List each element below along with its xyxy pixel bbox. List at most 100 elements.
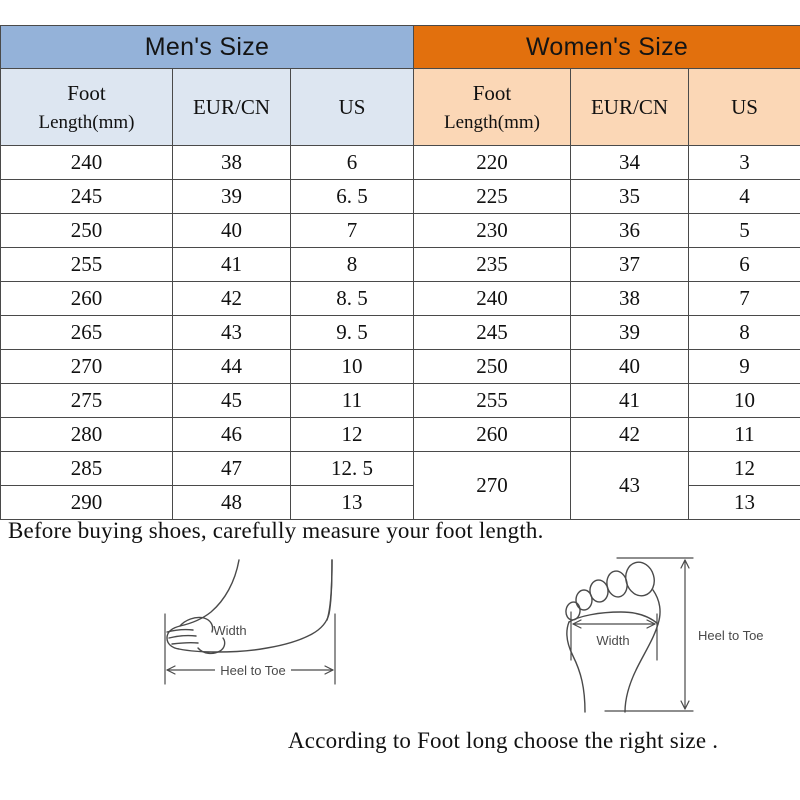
cell-men-eur: 43 xyxy=(172,315,291,350)
col-header-women-foot-length-line2: Length(mm) xyxy=(443,111,541,133)
footprint-outline xyxy=(565,561,661,713)
cell-men-us: 6 xyxy=(290,145,414,180)
cell-men-eur: 48 xyxy=(172,485,291,520)
table-row: 290 48 13 13 xyxy=(0,485,800,520)
shoe-size-table: Men's Size Women's Size Foot Length(mm) … xyxy=(0,25,800,520)
cell-men-us: 8 xyxy=(290,247,414,282)
cell-men-eur: 40 xyxy=(172,213,291,248)
table-row: 250 40 7 230 36 5 xyxy=(0,213,800,248)
table-row: 245 39 6. 5 225 35 4 xyxy=(0,179,800,214)
cell-women-mm-merged: 270 xyxy=(413,451,571,520)
col-header-women-eur-cn: EUR/CN xyxy=(570,68,689,146)
womens-size-group-header: Women's Size xyxy=(412,25,800,69)
cell-women-us: 10 xyxy=(687,383,800,418)
cell-men-us: 7 xyxy=(290,213,414,248)
cell-women-mm: 245 xyxy=(413,315,571,350)
col-header-men-foot-length-line1: Foot xyxy=(67,80,106,105)
table-row: 275 45 11 255 41 10 xyxy=(0,383,800,418)
table-row: 285 47 12. 5 270 43 12 xyxy=(0,451,800,520)
cell-women-eur: 34 xyxy=(570,145,689,180)
col-header-women-us: US xyxy=(687,68,800,146)
cell-women-mm: 260 xyxy=(413,417,571,452)
cell-women-eur-merged: 43 xyxy=(570,451,689,520)
cell-women-mm: 225 xyxy=(413,179,571,214)
cell-men-mm: 245 xyxy=(0,179,173,214)
cell-women-us: 5 xyxy=(687,213,800,248)
col-header-men-foot-length: Foot Length(mm) xyxy=(0,68,173,146)
heel-to-toe-label-side: Heel to Toe xyxy=(220,663,286,678)
cell-women-eur: 42 xyxy=(570,417,689,452)
cell-men-eur: 46 xyxy=(172,417,291,452)
cell-men-us: 8. 5 xyxy=(290,281,414,316)
foot-side-outline xyxy=(166,559,333,655)
cell-women-eur: 41 xyxy=(570,383,689,418)
table-row: 270 44 10 250 40 9 xyxy=(0,349,800,384)
col-header-women-foot-length-line1: Foot xyxy=(472,80,512,105)
cell-men-us: 12. 5 xyxy=(290,451,414,486)
cell-women-eur: 35 xyxy=(570,179,689,214)
foot-sole-view-diagram: Width Heel to Toe xyxy=(565,548,795,713)
cell-men-us: 10 xyxy=(290,349,414,384)
width-dimension-sole xyxy=(570,611,658,661)
cell-men-us: 13 xyxy=(290,485,414,520)
size-table-body: 240 38 6 220 34 3 245 39 6. 5 225 35 4 2… xyxy=(0,145,800,520)
cell-men-mm: 270 xyxy=(0,349,173,384)
table-row: 265 43 9. 5 245 39 8 xyxy=(0,315,800,350)
cell-women-us: 3 xyxy=(687,145,800,180)
cell-men-us: 6. 5 xyxy=(290,179,414,214)
cell-women-mm: 230 xyxy=(413,213,571,248)
measure-instruction-text: Before buying shoes, carefully measure y… xyxy=(8,518,544,543)
cell-men-mm: 290 xyxy=(0,485,173,520)
table-row: 255 41 8 235 37 6 xyxy=(0,247,800,282)
cell-women-mm: 240 xyxy=(413,281,571,316)
table-row: 240 38 6 220 34 3 xyxy=(0,145,800,180)
cell-women-us: 8 xyxy=(687,315,800,350)
heel-to-toe-dimension-sole xyxy=(604,557,694,712)
cell-men-mm: 265 xyxy=(0,315,173,350)
width-label-side: Width xyxy=(213,623,246,638)
cell-men-mm: 285 xyxy=(0,451,173,486)
cell-men-mm: 250 xyxy=(0,213,173,248)
cell-women-eur: 38 xyxy=(570,281,689,316)
col-header-men-foot-length-line2: Length(mm) xyxy=(38,111,135,133)
cell-women-mm: 235 xyxy=(413,247,571,282)
cell-men-us: 11 xyxy=(290,383,414,418)
cell-men-eur: 45 xyxy=(172,383,291,418)
cell-women-us: 12 xyxy=(687,451,800,486)
cell-women-us: 4 xyxy=(687,179,800,214)
cell-men-mm: 240 xyxy=(0,145,173,180)
cell-men-mm: 275 xyxy=(0,383,173,418)
cell-women-us: 6 xyxy=(687,247,800,282)
cell-women-us: 7 xyxy=(687,281,800,316)
cell-men-eur: 44 xyxy=(172,349,291,384)
mens-size-group-header: Men's Size xyxy=(0,25,414,69)
cell-women-mm: 255 xyxy=(413,383,571,418)
col-header-men-us: US xyxy=(290,68,414,146)
cell-men-us: 9. 5 xyxy=(290,315,414,350)
cell-women-eur: 37 xyxy=(570,247,689,282)
cell-men-eur: 39 xyxy=(172,179,291,214)
cell-women-mm: 220 xyxy=(413,145,571,180)
group-header-row: Men's Size Women's Size xyxy=(0,25,800,69)
cell-women-us: 11 xyxy=(687,417,800,452)
cell-men-eur: 42 xyxy=(172,281,291,316)
heel-to-toe-label-sole: Heel to Toe xyxy=(698,628,764,643)
col-header-men-eur-cn: EUR/CN xyxy=(172,68,291,146)
cell-men-mm: 280 xyxy=(0,417,173,452)
column-header-row: Foot Length(mm) EUR/CN US Foot Length(mm… xyxy=(0,68,800,146)
table-row: 260 42 8. 5 240 38 7 xyxy=(0,281,800,316)
cell-men-mm: 260 xyxy=(0,281,173,316)
width-label-sole: Width xyxy=(596,633,629,648)
cell-women-eur: 39 xyxy=(570,315,689,350)
cell-women-mm: 250 xyxy=(413,349,571,384)
choose-size-instruction-text: According to Foot long choose the right … xyxy=(288,728,719,753)
cell-men-mm: 255 xyxy=(0,247,173,282)
table-row: 280 46 12 260 42 11 xyxy=(0,417,800,452)
cell-men-eur: 38 xyxy=(172,145,291,180)
col-header-women-foot-length: Foot Length(mm) xyxy=(413,68,571,146)
cell-women-eur: 40 xyxy=(570,349,689,384)
foot-side-view-diagram: Heel to Toe Width xyxy=(155,552,385,702)
cell-women-us: 9 xyxy=(687,349,800,384)
cell-men-eur: 41 xyxy=(172,247,291,282)
cell-men-us: 12 xyxy=(290,417,414,452)
